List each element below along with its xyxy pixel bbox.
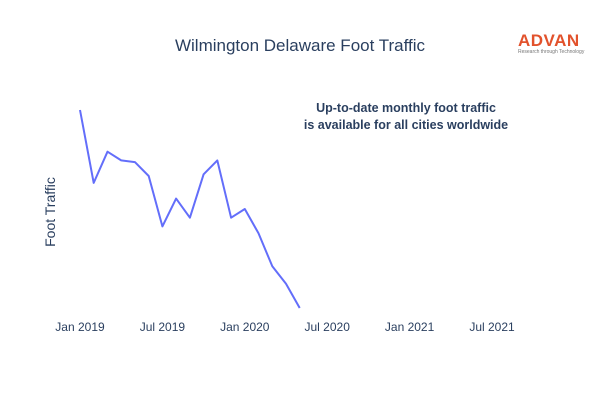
- logo-tagline: Research through Technology: [518, 49, 585, 55]
- x-tick-label: Jan 2021: [385, 320, 435, 334]
- x-tick-label: Jul 2020: [305, 320, 351, 334]
- y-axis-label: Foot Traffic: [42, 177, 58, 247]
- x-tick-label: Jan 2020: [220, 320, 270, 334]
- x-tick-label: Jan 2019: [55, 320, 105, 334]
- logo-wordmark: ADVAN: [518, 31, 580, 50]
- x-tick-label: Jul 2019: [140, 320, 186, 334]
- series-line: [79, 109, 301, 309]
- advan-logo: ADVAN Research through Technology: [518, 31, 585, 55]
- chart-title: Wilmington Delaware Foot Traffic: [174, 36, 426, 55]
- x-axis-ticks: Jan 2019 Jul 2019 Jan 2020 Jul 2020 Jan 2021…: [55, 320, 515, 334]
- x-tick-label: Jul 2021: [469, 320, 515, 334]
- chart-annotation: Up-to-date monthly foot traffic is avail…: [260, 100, 552, 134]
- series-layer: [79, 109, 301, 309]
- annotation-line-1: Up-to-date monthly foot traffic: [316, 101, 496, 115]
- annotation-line-2: is available for all cities worldwide: [303, 118, 509, 132]
